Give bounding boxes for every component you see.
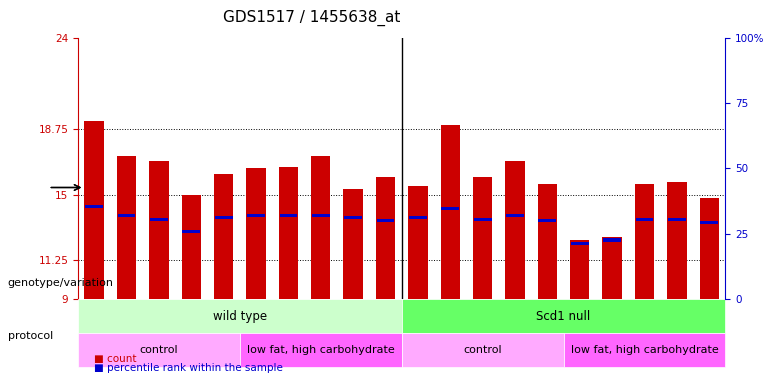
Bar	[312, 214, 330, 217]
Text: control: control	[140, 345, 179, 355]
Bar	[278, 167, 298, 299]
FancyBboxPatch shape	[402, 299, 725, 333]
Bar	[344, 216, 362, 219]
Bar	[603, 238, 621, 242]
Bar	[149, 162, 168, 299]
Bar	[441, 207, 459, 210]
FancyBboxPatch shape	[240, 333, 402, 368]
Bar	[343, 189, 363, 299]
FancyBboxPatch shape	[78, 299, 402, 333]
Bar	[700, 221, 718, 224]
Bar	[215, 216, 232, 219]
Bar	[506, 214, 524, 217]
Text: wild type: wild type	[213, 310, 267, 323]
Bar	[505, 162, 525, 299]
Bar	[279, 214, 297, 217]
Bar	[150, 217, 168, 220]
Bar	[409, 216, 427, 219]
Bar	[117, 156, 136, 299]
Bar	[246, 168, 266, 299]
Bar	[247, 214, 265, 217]
Text: Scd1 null: Scd1 null	[537, 310, 590, 323]
Text: genotype/variation: genotype/variation	[8, 278, 114, 288]
FancyBboxPatch shape	[402, 333, 564, 368]
Bar	[377, 219, 395, 222]
Text: ■ count: ■ count	[94, 354, 136, 364]
Bar	[84, 121, 104, 299]
Bar	[473, 217, 491, 220]
Text: low fat, high carbohydrate: low fat, high carbohydrate	[571, 345, 718, 355]
Bar	[118, 214, 136, 217]
Bar	[667, 182, 686, 299]
Bar	[85, 205, 103, 209]
FancyBboxPatch shape	[564, 333, 725, 368]
Bar	[183, 230, 200, 233]
Bar	[376, 177, 395, 299]
Bar	[311, 156, 331, 299]
Bar	[441, 125, 460, 299]
Text: GDS1517 / 1455638_at: GDS1517 / 1455638_at	[223, 10, 401, 26]
Bar	[571, 242, 589, 245]
Text: control: control	[463, 345, 502, 355]
Bar	[635, 184, 654, 299]
Text: protocol: protocol	[8, 331, 53, 340]
Bar	[700, 198, 719, 299]
Bar	[214, 174, 233, 299]
Bar	[538, 219, 556, 222]
Bar	[408, 186, 427, 299]
Bar	[602, 237, 622, 299]
Text: low fat, high carbohydrate: low fat, high carbohydrate	[247, 345, 395, 355]
Bar	[182, 195, 201, 299]
FancyBboxPatch shape	[78, 333, 240, 368]
Bar	[668, 217, 686, 220]
Text: ■ percentile rank within the sample: ■ percentile rank within the sample	[94, 363, 282, 373]
Bar	[537, 184, 557, 299]
Bar	[636, 217, 654, 220]
Bar	[473, 177, 492, 299]
Bar	[570, 240, 590, 299]
